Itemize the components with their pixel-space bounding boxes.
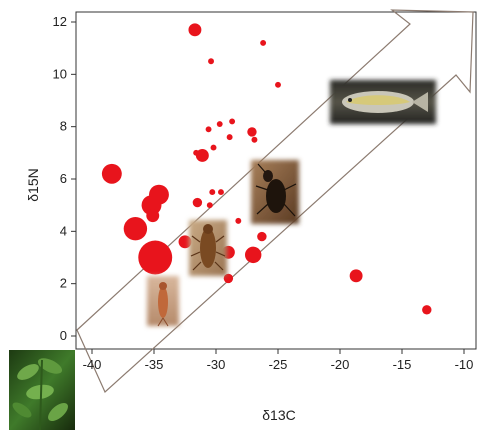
y-tick-label: 12 bbox=[53, 14, 67, 29]
data-point bbox=[245, 246, 262, 264]
data-point bbox=[195, 149, 209, 162]
data-point bbox=[226, 134, 233, 141]
data-point bbox=[275, 81, 281, 88]
y-tick-label: 6 bbox=[60, 171, 67, 186]
data-point bbox=[216, 121, 223, 128]
beetle-photo bbox=[251, 160, 299, 224]
data-point bbox=[422, 305, 432, 315]
data-point bbox=[218, 189, 224, 196]
data-point bbox=[260, 39, 267, 46]
trend-arrow bbox=[76, 9, 474, 393]
fish-photo bbox=[330, 80, 436, 124]
stonefly-nymph-photo bbox=[189, 220, 227, 276]
data-point bbox=[235, 217, 242, 224]
x-tick-label: -15 bbox=[393, 357, 412, 372]
data-point bbox=[123, 217, 148, 241]
x-tick-label: -20 bbox=[331, 357, 350, 372]
x-tick-label: -30 bbox=[207, 357, 226, 372]
data-point bbox=[101, 163, 122, 184]
plant-photo bbox=[9, 350, 75, 431]
data-point bbox=[146, 209, 160, 223]
x-tick-label: -40 bbox=[83, 357, 102, 372]
data-point bbox=[192, 197, 203, 208]
mayfly-larva-photo bbox=[147, 276, 179, 327]
y-tick-label: 8 bbox=[60, 119, 67, 134]
data-point bbox=[257, 231, 267, 242]
data-point bbox=[208, 58, 214, 65]
y-tick-label: 10 bbox=[53, 66, 67, 81]
data-point bbox=[251, 136, 258, 143]
x-tick-label: -35 bbox=[145, 357, 164, 372]
data-point bbox=[205, 126, 212, 133]
data-point bbox=[247, 127, 257, 137]
y-tick-label: 4 bbox=[60, 223, 67, 238]
data-point bbox=[188, 23, 202, 37]
data-point bbox=[210, 144, 217, 151]
y-tick-label: 0 bbox=[60, 328, 67, 343]
y-axis-label: δ15N bbox=[25, 168, 41, 201]
plot-area-frame bbox=[75, 11, 477, 350]
data-point bbox=[138, 240, 173, 275]
data-point bbox=[209, 189, 216, 196]
x-tick-label: -25 bbox=[269, 357, 288, 372]
x-tick-label: -10 bbox=[455, 357, 474, 372]
data-point bbox=[349, 269, 363, 283]
x-axis-label: δ13C bbox=[262, 407, 295, 423]
data-point bbox=[141, 195, 162, 216]
axes: -40 -35 -30 -25 -20 -15 -10 0 2 4 6 8 10 12 bbox=[53, 14, 474, 372]
y-tick-label: 2 bbox=[60, 276, 67, 291]
data-point bbox=[206, 202, 213, 209]
data-point bbox=[193, 149, 200, 156]
data-point bbox=[178, 235, 192, 249]
data-point bbox=[223, 273, 234, 284]
data-point bbox=[229, 118, 236, 125]
